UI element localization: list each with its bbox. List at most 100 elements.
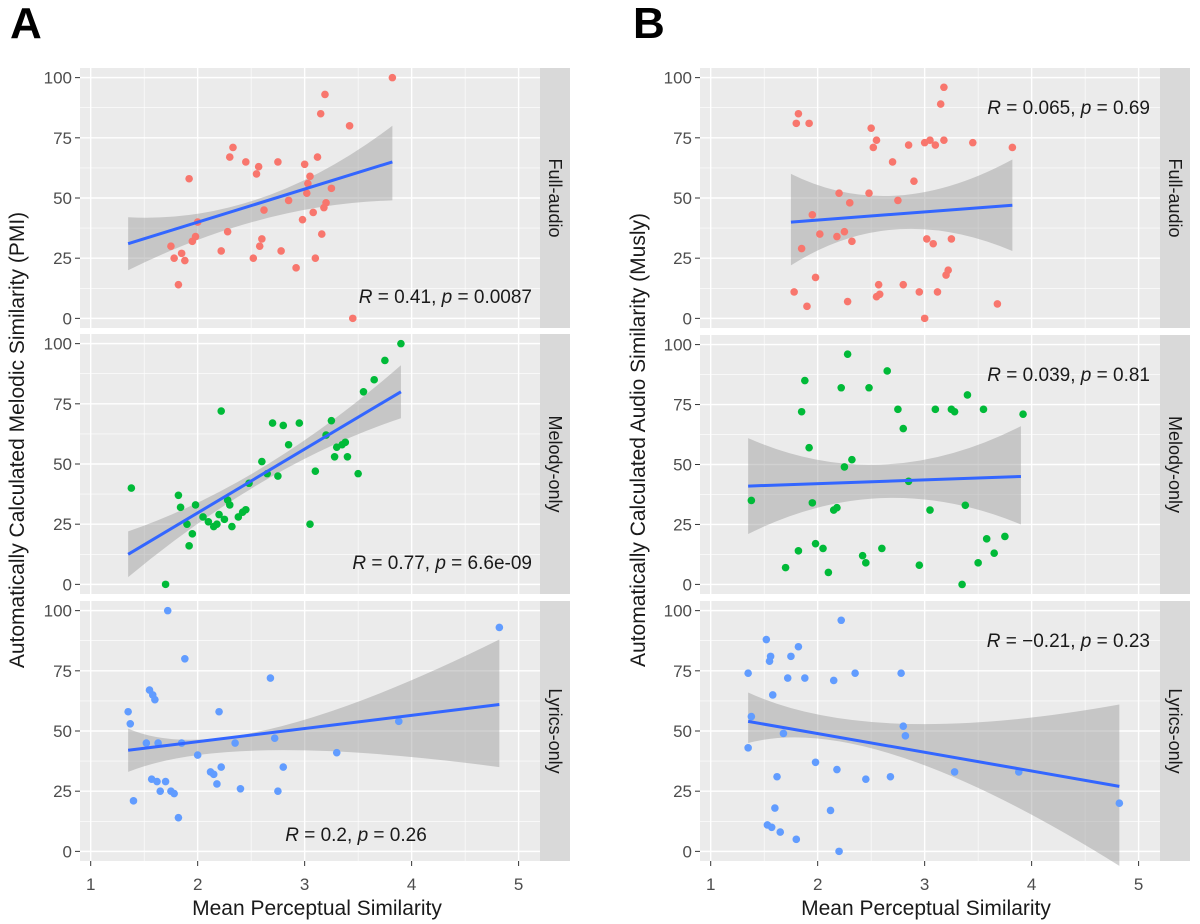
x-tick-label: 1: [86, 875, 95, 894]
data-point: [979, 405, 988, 414]
data-point: [311, 467, 320, 476]
data-point: [950, 407, 959, 416]
regression-line: [127, 160, 393, 246]
y-tick-label: 50: [53, 189, 72, 208]
data-point: [801, 674, 809, 682]
data-point: [897, 669, 905, 678]
data-point: [167, 242, 175, 250]
data-point: [370, 375, 378, 384]
data-point: [354, 469, 362, 478]
x-tick-label: 2: [193, 875, 202, 894]
data-point: [1008, 143, 1017, 152]
x-tick-label: 3: [920, 875, 929, 894]
data-point: [990, 549, 998, 558]
y-tick-label: 100: [664, 69, 692, 88]
x-ticks-a: 1 2 3 4 5: [86, 861, 523, 894]
data-point: [260, 206, 268, 214]
data-point: [862, 775, 870, 783]
data-point: [309, 208, 318, 217]
data-point: [381, 356, 389, 365]
data-point: [302, 189, 311, 197]
regression-line: [747, 719, 1120, 788]
data-point: [762, 635, 771, 644]
data-point: [848, 455, 856, 464]
data-point: [199, 513, 207, 521]
data-point: [191, 501, 200, 509]
data-point: [266, 674, 275, 682]
data-point: [794, 547, 803, 555]
data-point: [848, 237, 856, 246]
data-point: [255, 242, 264, 250]
data-point: [223, 227, 232, 236]
data-point: [170, 254, 178, 262]
data-point: [156, 787, 165, 795]
data-point: [816, 230, 824, 238]
data-point: [835, 847, 843, 856]
data-point: [886, 772, 895, 781]
data-point: [904, 141, 913, 149]
data-point: [284, 196, 293, 205]
data-point: [744, 744, 752, 752]
data-point: [215, 707, 223, 716]
y-tick-label: 50: [673, 722, 692, 741]
data-point: [819, 544, 827, 553]
y-tick-label: 25: [53, 515, 72, 534]
y-tick-label: 50: [53, 722, 72, 741]
data-point: [284, 440, 293, 449]
data-point: [950, 768, 959, 776]
data-point: [805, 443, 813, 452]
data-point: [837, 383, 846, 392]
data-point: [783, 674, 792, 682]
data-point: [843, 297, 852, 306]
facet-strip: [1160, 601, 1190, 861]
data-point: [805, 119, 813, 128]
data-point: [161, 777, 170, 786]
data-point: [127, 484, 136, 492]
data-point: [801, 376, 809, 385]
data-point: [797, 407, 806, 416]
data-point: [833, 232, 841, 241]
facet-a-2: 0 25 50 75 100 R = 0.77, p = 6.6e-09 Melody-on…: [44, 334, 570, 594]
data-point: [808, 499, 817, 507]
data-point: [258, 457, 266, 466]
data-point: [306, 172, 314, 181]
data-point: [153, 777, 161, 786]
data-point: [343, 452, 352, 461]
data-point: [767, 823, 776, 832]
y-tick-label: 25: [673, 515, 692, 534]
data-point: [277, 247, 285, 255]
data-point: [181, 256, 189, 265]
data-point: [242, 158, 250, 166]
facet-b-2: 0 25 50 75 100 R = 0.039, p = 0.81 Melody-only: [664, 335, 1190, 594]
data-point: [295, 419, 304, 427]
data-point: [824, 568, 833, 577]
data-point: [161, 580, 170, 589]
data-point: [803, 302, 811, 311]
data-point: [894, 405, 902, 414]
data-point: [792, 119, 801, 128]
data-point: [922, 235, 931, 243]
data-point: [274, 787, 282, 795]
data-point: [313, 153, 322, 161]
data-point: [252, 170, 261, 178]
data-point: [174, 280, 183, 289]
regression-line: [748, 474, 1021, 488]
x-tick-label: 5: [1134, 875, 1143, 894]
data-point: [170, 789, 178, 798]
facet-strip: [1160, 335, 1190, 594]
data-point: [177, 249, 186, 258]
data-point: [961, 501, 970, 510]
y-tick-label: 75: [673, 129, 692, 148]
facet-strip-label: Lyrics-only: [545, 688, 565, 773]
data-point: [940, 136, 948, 145]
data-point: [174, 491, 183, 500]
correlation-annotation: R = 0.065, p = 0.69: [987, 98, 1150, 119]
facet-b-3: 0 25 50 75 100 R = −0.21, p = 0.23 Lyrics-only: [664, 601, 1190, 866]
data-point: [926, 136, 934, 145]
data-point: [317, 230, 326, 238]
data-point: [151, 695, 159, 704]
data-point: [933, 288, 942, 296]
data-point: [229, 143, 237, 152]
facet-strip: [540, 334, 570, 594]
